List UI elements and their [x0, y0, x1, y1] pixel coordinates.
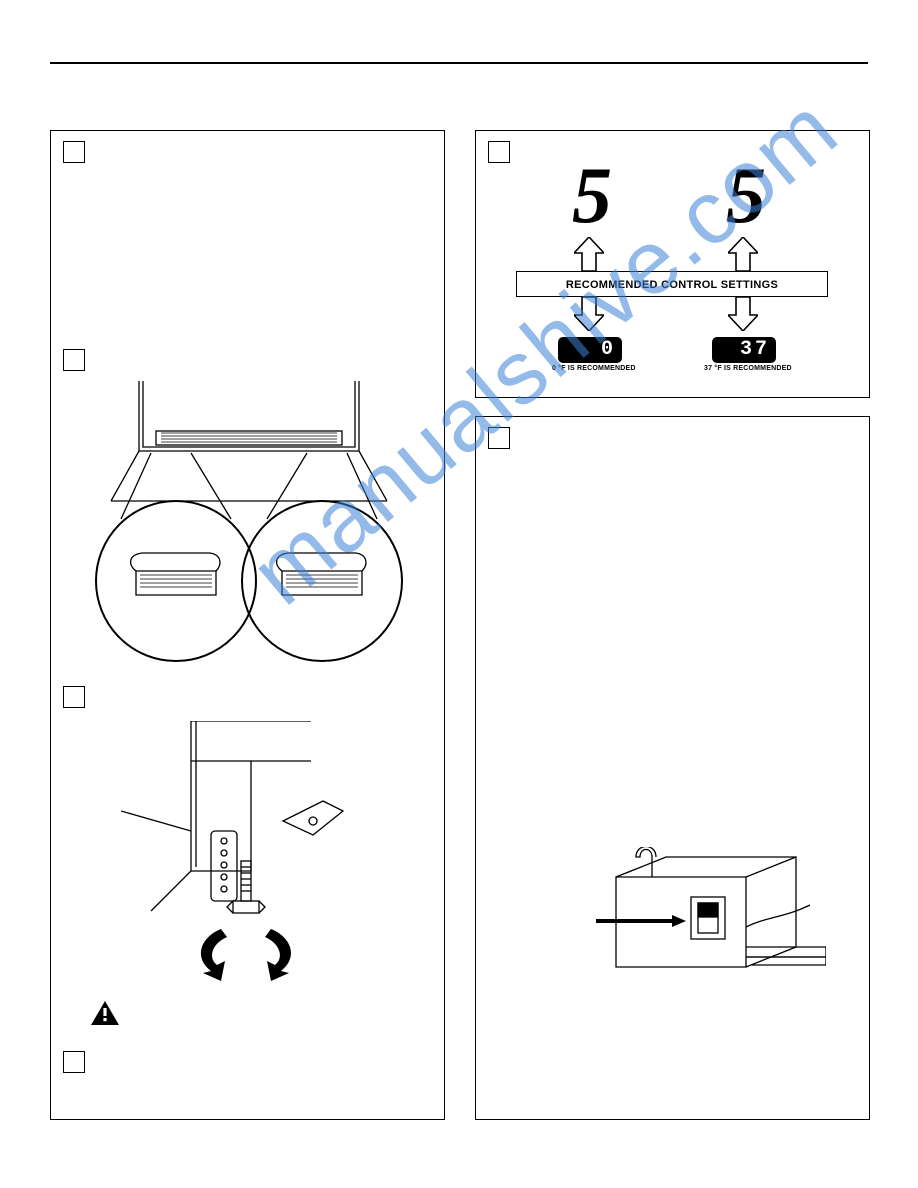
- arrow-up-icon: [574, 237, 604, 271]
- display-right: 37: [712, 337, 776, 363]
- arrow-down-icon: [574, 297, 604, 331]
- fridge-feet-illustration: [81, 381, 416, 671]
- left-panel: [50, 130, 445, 1120]
- display-left: 0: [558, 337, 622, 363]
- control-settings-graphic: 5 5 RECOMMENDED CONTROL SETTINGS 0 37 0 …: [516, 151, 831, 381]
- checkbox-icon: [63, 349, 85, 371]
- note-left: 0 °F IS RECOMMENDED: [552, 365, 636, 372]
- right-bottom-panel: [475, 416, 870, 1120]
- checkbox-icon: [488, 141, 510, 163]
- warning-icon: [91, 1001, 119, 1025]
- control-settings-panel: 5 5 RECOMMENDED CONTROL SETTINGS 0 37 0 …: [475, 130, 870, 398]
- recommended-banner: RECOMMENDED CONTROL SETTINGS: [516, 271, 828, 297]
- checkbox-icon: [488, 427, 510, 449]
- big-number-right: 5: [726, 151, 766, 242]
- big-number-left: 5: [572, 151, 612, 242]
- checkbox-icon: [63, 686, 85, 708]
- icemaker-switch-illustration: [596, 847, 826, 1007]
- checkbox-icon: [63, 1051, 85, 1073]
- page: manualshive.com: [0, 0, 918, 1188]
- arrow-up-icon: [728, 237, 758, 271]
- checkbox-icon: [63, 141, 85, 163]
- note-right: 37 °F IS RECOMMENDED: [704, 365, 792, 372]
- top-rule: [50, 62, 868, 64]
- leveling-leg-illustration: [121, 721, 391, 981]
- arrow-down-icon: [728, 297, 758, 331]
